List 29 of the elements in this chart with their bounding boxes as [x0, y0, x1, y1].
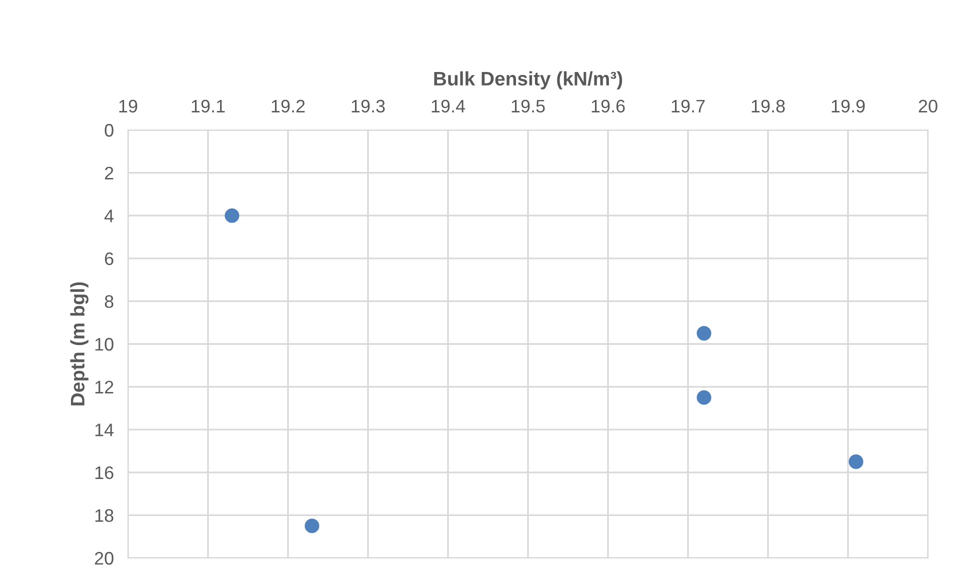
x-tick-label: 19.3	[352, 100, 385, 113]
point	[304, 518, 320, 534]
y-tick-label: 16	[95, 466, 114, 480]
y-tick-label: 8	[104, 295, 114, 308]
y-axis-title: Depth (m bgl)	[70, 282, 88, 406]
y-tick-label: 2	[104, 166, 114, 180]
y-tick-label: 18	[95, 509, 114, 522]
y-tick-label: 6	[104, 252, 114, 266]
x-tick-label: 19.1	[192, 100, 225, 113]
x-tick-label: 19.5	[512, 100, 545, 113]
x-tick-label: 19.7	[672, 100, 705, 113]
x-axis-title: Bulk Density (kN/m³)	[434, 71, 622, 90]
x-tick-label: 20	[918, 100, 938, 113]
x-tick-label: 19	[119, 100, 138, 113]
point	[696, 390, 712, 405]
x-tick-label: 19.8	[752, 100, 785, 113]
point	[696, 326, 712, 341]
x-tick-label: 19.6	[592, 100, 625, 113]
y-tick-label: 12	[95, 380, 114, 394]
y-tick-label: 10	[95, 338, 114, 351]
y-tick-label: 4	[104, 210, 114, 222]
point	[848, 454, 864, 469]
x-tick-label: 19.2	[272, 100, 305, 113]
y-tick-label: 20	[94, 552, 114, 565]
point	[224, 208, 240, 223]
y-tick-label: 0	[104, 124, 114, 137]
x-tick-label: 19.9	[832, 100, 865, 113]
x-tick-label: 19.4	[432, 100, 466, 113]
y-tick-label: 14	[95, 424, 114, 436]
